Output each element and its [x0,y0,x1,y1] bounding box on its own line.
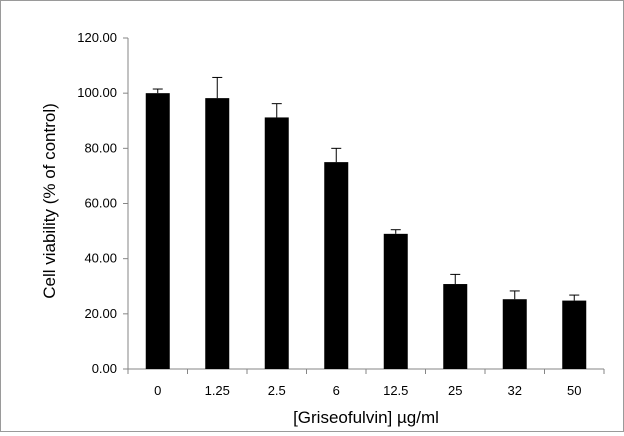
x-tick-label: 0 [154,383,161,398]
y-tick-label: 40.00 [84,251,117,266]
bar [502,299,527,369]
bar [205,98,230,370]
bar [562,300,587,369]
bar [324,162,349,369]
y-tick-label: 120.00 [77,30,117,45]
bar [383,233,408,369]
x-tick-label: 32 [508,383,522,398]
y-ticks: 0.00 20.00 40.00 60.00 80.00 100.00 120.00 [77,30,128,376]
bar [443,284,468,369]
bar [145,93,170,370]
y-tick-label: 20.00 [84,306,117,321]
x-tick-label: 12.5 [383,383,408,398]
x-tick-label: 25 [448,383,462,398]
x-tick-label: 50 [567,383,581,398]
x-tick-label: 6 [333,383,340,398]
x-axis-title: [Griseofulvin] µg/ml [293,408,439,427]
y-axis-title: Cell viability (% of control) [40,103,59,299]
x-ticks: 0 1.25 2.5 6 12.5 25 32 50 [127,369,605,398]
y-tick-label: 60.00 [84,196,117,211]
y-tick-label: 0.00 [92,361,117,376]
y-tick-label: 100.00 [77,85,117,100]
bars [145,76,587,370]
x-tick-label: 1.25 [205,383,230,398]
y-tick-label: 80.00 [84,140,117,155]
bar [264,117,289,369]
x-tick-label: 2.5 [268,383,286,398]
